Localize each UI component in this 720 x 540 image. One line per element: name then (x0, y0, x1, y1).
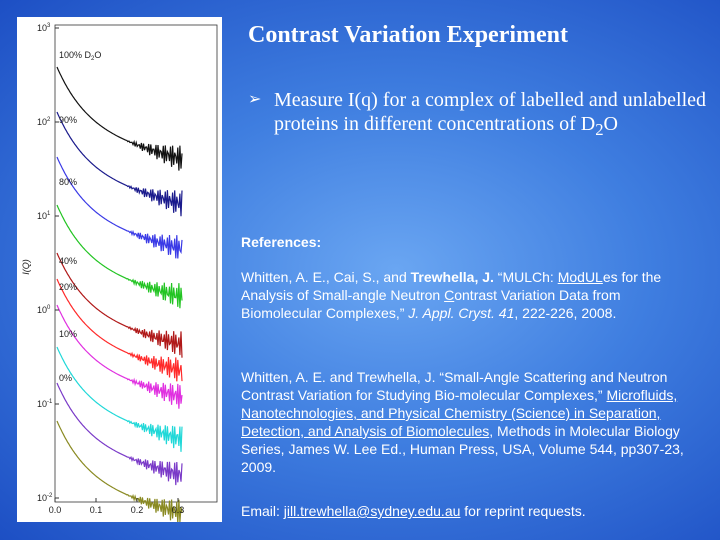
tick-exp: 0 (47, 305, 51, 311)
email-line: Email: jill.trewhella@sydney.edu.au for … (241, 502, 696, 520)
text: Whitten, A. E., Cai, S., and (241, 269, 411, 285)
email-link[interactable]: jill.trewhella@sydney.edu.au (283, 503, 461, 519)
y-tick-label: 102 (37, 117, 51, 127)
x-tick-label: 0.0 (49, 505, 62, 515)
x-tick-label: 0.2 (131, 505, 144, 515)
curve (56, 346, 183, 452)
x-tick-label: 0.3 (172, 505, 185, 515)
y-tick-label: 100 (37, 305, 51, 315)
text: , 222-226, 2008. (514, 305, 617, 321)
y-tick-label: 10-2 (37, 493, 53, 503)
tick-base: 10 (37, 117, 47, 127)
y-tick-label: 103 (37, 23, 51, 33)
curve-label: 100% D2O (59, 50, 101, 62)
curve-label: 40% (59, 256, 77, 266)
text: for reprint requests. (460, 503, 586, 519)
curve (56, 111, 183, 217)
curve (56, 304, 183, 409)
figure: 103 102 101 100 10-1 10-2 0.0 0.1 0.2 0.3 100% D… (17, 17, 222, 525)
underlined-text: ModUL (557, 269, 603, 285)
curve (56, 204, 183, 309)
curve-label: 80% (59, 177, 77, 187)
references-heading: References: (241, 234, 322, 250)
tick-exp: 1 (47, 211, 51, 217)
tick-base: 10 (37, 211, 47, 221)
bold-text: Trewhella, J. (410, 269, 494, 285)
text: O (603, 113, 618, 135)
title: Contrast Variation Experiment (248, 22, 568, 48)
tick-exp: -2 (47, 493, 53, 499)
underlined-text: Microfluids, Nanotechnologies, and Physi… (241, 387, 678, 439)
tick-base: 10 (37, 305, 47, 315)
curve (56, 252, 183, 358)
bullet: ➢ Measure I(q) for a complex of labelled… (248, 88, 708, 142)
reference: Whitten, A. E. and Trewhella, J. “Small-… (241, 368, 696, 476)
underlined-text: C (444, 287, 455, 303)
curve-label: 0% (59, 373, 72, 383)
bullet-arrow: ➢ (248, 91, 262, 108)
text: , Methods in Molecular Biology Series, J… (241, 423, 684, 475)
tick-base: 10 (37, 23, 47, 33)
curve (56, 278, 183, 382)
y-axis-label: I(Q) (21, 259, 31, 275)
curve (56, 382, 183, 486)
bullet-text: Measure I(q) for a complex of labelled a… (274, 88, 708, 142)
text: ontrast Variation Data from Biomolecular… (241, 287, 621, 321)
tick-base: 10 (37, 493, 47, 503)
x-ticks: 0.0 0.1 0.2 0.3 (49, 498, 185, 515)
curve-label: 20% (59, 282, 77, 292)
reference: Whitten, A. E., Cai, S., and Trewhella, … (241, 268, 696, 322)
tick-exp: -1 (47, 399, 53, 405)
tick-exp: 2 (47, 117, 51, 123)
subscript: 2 (595, 120, 604, 139)
text: Email: (241, 503, 284, 519)
italic-text: J. Appl. Cryst. 41 (408, 305, 515, 321)
curves (56, 66, 183, 525)
curve (56, 156, 183, 259)
curve (56, 66, 183, 171)
tick-exp: 3 (47, 23, 51, 29)
text: Measure I(q) for a complex of labelled a… (274, 89, 707, 135)
plot-frame (54, 24, 218, 503)
curve-label: 90% (59, 115, 77, 125)
text: es for the Analysis of Small-angle Neutr… (241, 269, 662, 303)
x-tick-label: 0.1 (90, 505, 103, 515)
text: Whitten, A. E. and Trewhella, J. “Small-… (241, 369, 668, 403)
text: O (94, 50, 101, 60)
subscript: 2 (91, 56, 95, 62)
curve (56, 420, 183, 525)
curve-label: 10% (59, 329, 77, 339)
text: 100% D (59, 50, 92, 60)
curve-labels: 100% D2O 90% 80% 40% 20% 10% 0% (59, 50, 101, 383)
tick-base: 10 (37, 399, 47, 409)
text: “MULCh: (493, 269, 558, 285)
y-tick-label: 101 (37, 211, 51, 221)
y-tick-label: 10-1 (37, 399, 53, 409)
